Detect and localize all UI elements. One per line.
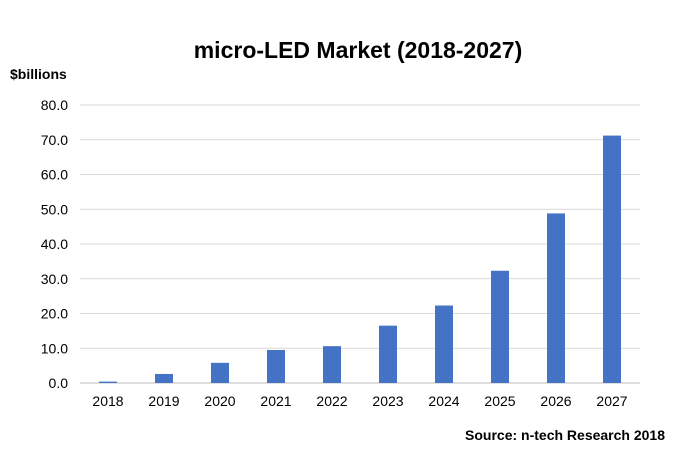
x-tick-label: 2023 [372, 393, 403, 409]
bar-2020 [211, 362, 229, 383]
x-tick-label: 2024 [428, 393, 459, 409]
x-tick-label: 2022 [316, 393, 347, 409]
bar-2024 [435, 305, 453, 383]
y-tick-label: 30.0 [41, 271, 68, 287]
gridlines [80, 104, 640, 384]
y-tick-label: 60.0 [41, 167, 68, 183]
bar-2022 [323, 346, 341, 383]
x-tick-label: 2027 [596, 393, 627, 409]
y-tick-label: 20.0 [41, 306, 68, 322]
y-tick-labels: 0.0 10.0 20.0 30.0 40.0 50.0 60.0 70.0 80.0 [41, 97, 68, 391]
x-tick-label: 2025 [484, 393, 515, 409]
bar-2021 [267, 349, 285, 383]
bar-2027 [603, 135, 621, 383]
x-tick-label: 2020 [204, 393, 235, 409]
x-tick-label: 2026 [540, 393, 571, 409]
x-tick-labels: 2018 2019 2020 2021 2022 2023 2024 2025 2026 2027 [92, 393, 627, 409]
x-tick-label: 2019 [148, 393, 179, 409]
y-tick-label: 80.0 [41, 97, 68, 113]
y-tick-label: 70.0 [41, 132, 68, 148]
source-note: Source: n-tech Research 2018 [465, 427, 665, 443]
bar-2026 [547, 213, 565, 383]
bar-2018 [99, 381, 117, 383]
y-tick-label: 0.0 [49, 375, 69, 391]
x-tick-label: 2018 [92, 393, 123, 409]
y-axis-label: $billions [10, 66, 67, 82]
y-tick-label: 40.0 [41, 236, 68, 252]
y-tick-label: 10.0 [41, 340, 68, 356]
chart-title: micro-LED Market (2018-2027) [194, 37, 523, 63]
y-tick-label: 50.0 [41, 201, 68, 217]
bars [99, 135, 621, 383]
bar-2025 [491, 270, 509, 383]
bar-2019 [155, 373, 173, 383]
bar-2023 [379, 325, 397, 383]
x-tick-label: 2021 [260, 393, 291, 409]
